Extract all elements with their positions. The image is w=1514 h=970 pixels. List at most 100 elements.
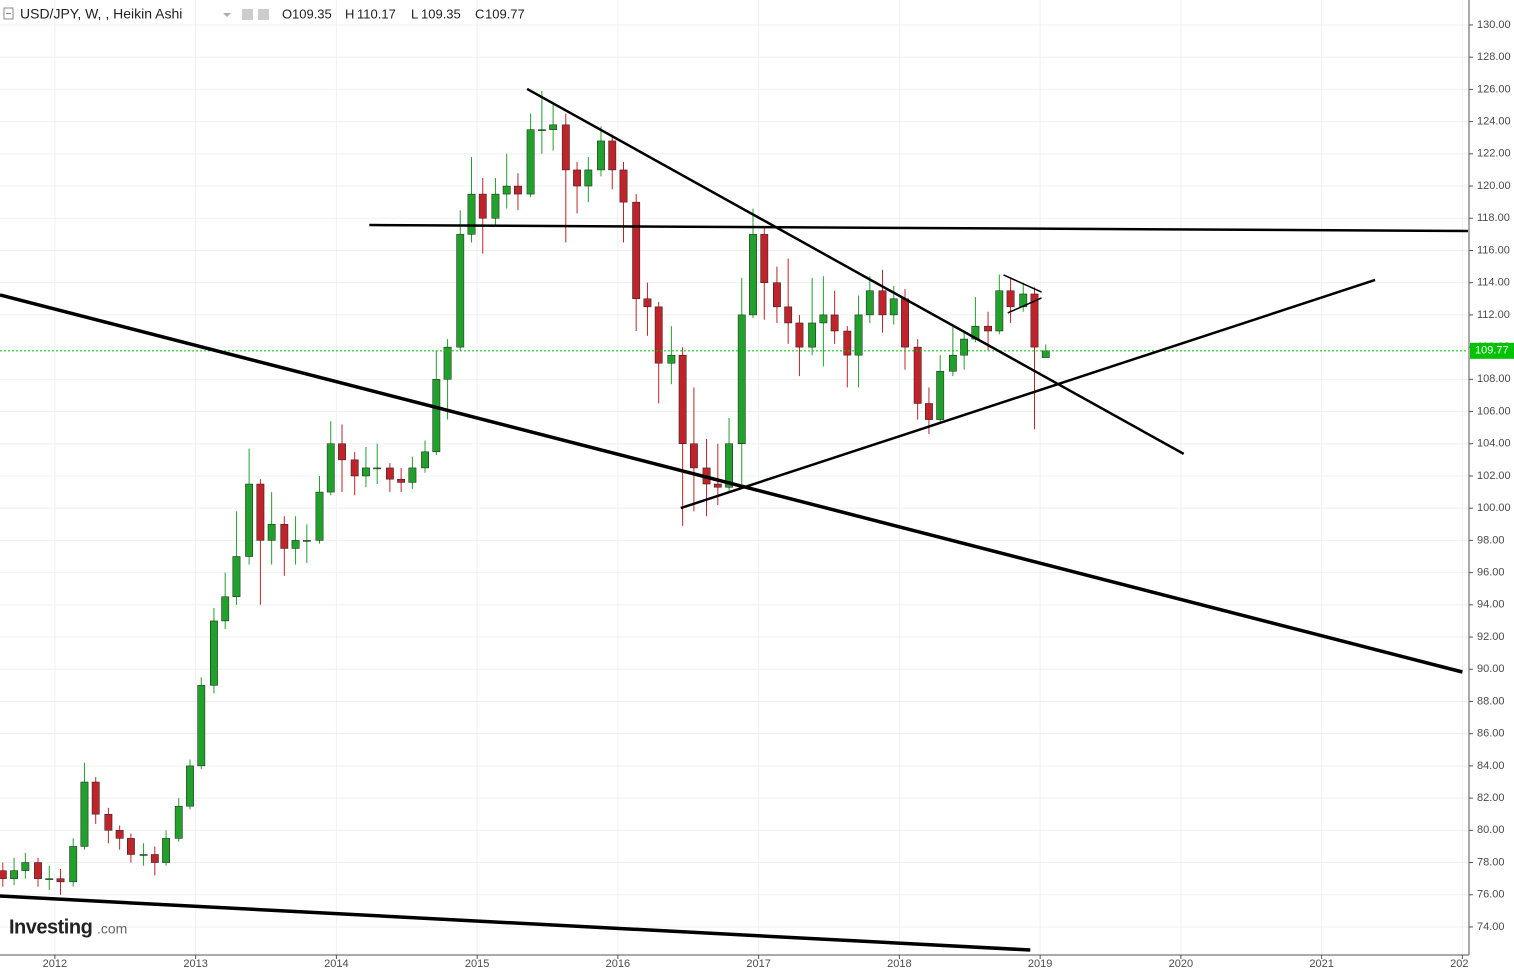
ohlc-value: 109.35 xyxy=(421,6,461,21)
ohlc-value: 109.35 xyxy=(292,6,332,21)
candle-body xyxy=(537,129,546,131)
candle-body xyxy=(456,234,465,348)
y-tick-label: 84.00 xyxy=(1477,760,1505,772)
x-tick-label: 2012 xyxy=(43,958,67,970)
candle-body xyxy=(467,193,476,235)
y-tick-label: 96.00 xyxy=(1477,567,1505,579)
grid xyxy=(0,0,1468,955)
trendline xyxy=(680,278,1376,510)
candle-body xyxy=(584,169,593,187)
y-tick-label: 94.00 xyxy=(1477,599,1505,611)
candle-body xyxy=(561,124,570,171)
candle-body xyxy=(291,540,300,549)
candle-body xyxy=(443,346,452,380)
candle-body xyxy=(514,185,522,195)
y-tick-label: 116.00 xyxy=(1477,244,1510,256)
trendlines xyxy=(0,87,1469,952)
candle-body xyxy=(115,830,124,839)
candles xyxy=(0,91,1468,895)
y-tick-label: 82.00 xyxy=(1477,792,1505,804)
candle-body xyxy=(421,451,429,469)
candle-body xyxy=(737,314,746,445)
candle-body xyxy=(478,193,487,219)
candle-body xyxy=(10,870,18,879)
y-axis: 74.00 76.00 78.00 80.00 82.00 84.00 86.00 88.00… xyxy=(1468,0,1514,970)
candle-body xyxy=(34,862,42,879)
candle-body xyxy=(854,314,863,356)
candle-body xyxy=(526,129,535,195)
y-tick-label: 114.00 xyxy=(1477,277,1510,289)
candle-body xyxy=(925,403,933,420)
x-tick-label: 2017 xyxy=(746,958,770,970)
x-tick-label: 2013 xyxy=(183,958,207,970)
candle-body xyxy=(619,169,628,203)
candle-body xyxy=(784,306,793,324)
candle-body xyxy=(878,290,887,316)
ohlc-value: 109.77 xyxy=(485,6,525,21)
candle-body xyxy=(21,862,30,871)
candle-body xyxy=(245,483,254,557)
settings-icon[interactable] xyxy=(242,9,253,20)
x-tick-label: 2021 xyxy=(1309,958,1333,970)
candle-body xyxy=(760,234,769,283)
candle-body xyxy=(197,685,206,767)
dropdown-caret[interactable] xyxy=(223,13,231,17)
ohlc-label: H xyxy=(345,6,354,21)
candle-body xyxy=(221,596,230,622)
candle-body xyxy=(408,467,417,483)
x-tick-label: 2020 xyxy=(1169,958,1193,970)
x-tick-label: 2018 xyxy=(887,958,911,970)
candle-body xyxy=(936,371,945,420)
candle-body xyxy=(432,379,441,453)
candle-body xyxy=(232,556,241,598)
y-tick-label: 102.00 xyxy=(1477,470,1511,482)
candle-body xyxy=(713,483,722,488)
last-price-badge xyxy=(1470,342,1514,359)
trendline xyxy=(1007,297,1042,314)
candle-body xyxy=(162,838,170,863)
y-tick-label: 104.00 xyxy=(1477,438,1511,450)
y-tick-label: 124.00 xyxy=(1477,116,1511,128)
y-tick-label: 98.00 xyxy=(1477,534,1505,546)
candle-body xyxy=(0,870,7,879)
candle-body xyxy=(643,298,652,308)
ohlc-label: O xyxy=(282,6,292,21)
last-price-label: 109.77 xyxy=(1475,345,1509,357)
candle-body xyxy=(385,467,394,480)
candle-body xyxy=(654,306,663,364)
candle-body xyxy=(150,854,159,863)
candle-body xyxy=(808,322,817,348)
candle-body xyxy=(573,169,581,187)
candle-body xyxy=(865,290,874,316)
ohlc-label: C xyxy=(475,6,484,21)
collapse-icon xyxy=(3,7,14,20)
candle-body xyxy=(397,478,406,483)
candle-body xyxy=(362,467,370,477)
candle-body xyxy=(795,322,804,348)
trendline xyxy=(0,894,1031,952)
candle-body xyxy=(749,234,757,316)
settings-icon[interactable] xyxy=(258,9,269,20)
y-tick-label: 100.00 xyxy=(1477,502,1511,514)
candle-body xyxy=(689,443,698,469)
candle-body xyxy=(632,201,641,300)
y-tick-label: 74.00 xyxy=(1477,921,1505,933)
x-tick-label: 2016 xyxy=(606,958,630,970)
y-tick-label: 88.00 xyxy=(1477,695,1505,707)
axis-panel xyxy=(1469,0,1514,970)
candle-body xyxy=(889,298,898,316)
candle-body xyxy=(725,443,733,488)
y-tick-label: 112.00 xyxy=(1477,309,1510,321)
candle-body xyxy=(830,314,839,332)
y-tick-label: 108.00 xyxy=(1477,373,1511,385)
candle-body xyxy=(302,540,311,542)
candle-body xyxy=(56,878,65,883)
candle-body xyxy=(280,524,289,549)
candle-body xyxy=(80,781,89,847)
candle-body xyxy=(350,459,359,477)
y-tick-label: 118.00 xyxy=(1477,212,1510,224)
candle-body xyxy=(549,124,558,130)
logo-suffix: .com xyxy=(97,921,127,937)
